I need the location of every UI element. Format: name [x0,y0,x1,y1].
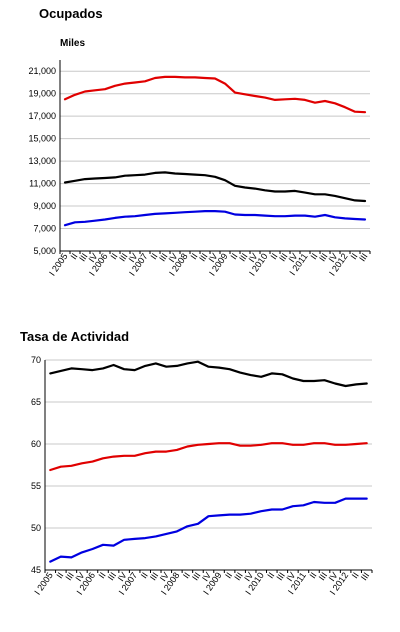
chart1-y-tick-label: 13,000 [28,156,56,166]
chart1-title: Ocupados [39,6,103,21]
chart2-title: Tasa de Actividad [20,329,130,344]
chart2-x-tick-label: II [223,570,234,580]
chart2-x-tick-label: II [265,570,276,580]
chart2-x-tick-label: III [232,570,245,582]
chart1-x-tick-label: III [77,251,90,263]
chart1-unit-label: Miles [60,38,86,49]
chart2-y-tick-label: 60 [31,439,41,449]
chart1-y-tick-label: 5,000 [33,246,56,256]
chart1-x-tick-label: II [189,251,200,261]
chart2-x-tick-label: II [97,570,108,580]
chart2-x-tick-label: II [54,570,65,580]
chart2-x-tick-label: III [190,570,203,582]
chart1-x-tick-label: II [269,251,280,261]
chart2-series-line-2 [49,442,368,472]
chart1-series-line-3 [63,210,367,227]
chart2-x-tick-label: III [148,570,161,582]
chart1-y-tick-label: 11,000 [29,179,56,189]
chart2-series-line-1 [49,360,368,388]
chart1-y-tick-label: 15,000 [28,134,56,144]
chart1-x-tick-label: III [357,251,370,263]
chart1-y-tick-label: 9,000 [33,201,56,211]
chart2-x-tick-label: III [64,570,77,582]
chart2-x-tick-label: II [308,570,319,580]
chart1-y-tick-label: 19,000 [28,89,56,99]
chart1-x-tick-label: III [157,251,170,263]
chart1-x-tick-label: II [109,251,120,261]
chart1-x-tick-label: II [149,251,160,261]
chart2-y-tick-label: 55 [31,481,41,491]
chart1-series-line-1 [63,75,367,114]
chart2-y-tick-label: 65 [31,397,41,407]
chart2-x-tick-label: III [317,570,330,582]
chart2-x-tick-label: III [359,570,372,582]
chart2-series-line-3 [49,497,368,563]
chart1-x-tick-label: II [309,251,320,261]
chart2-y-tick-label: 45 [31,565,41,575]
chart1-y-tick-label: 7,000 [33,224,56,234]
chart1-x-tick-label: II [349,251,360,261]
chart1-y-tick-label: 17,000 [28,111,56,121]
chart1-x-tick-label: II [229,251,240,261]
chart2-y-tick-label: 70 [31,355,41,365]
chart2-x-tick-label: III [274,570,287,582]
chart1-x-tick-label: III [277,251,290,263]
chart2-x-tick-label: II [181,570,192,580]
chart2-x-tick-label: III [106,570,119,582]
chart1-y-tick-label: 21,000 [28,66,56,76]
chart1-x-tick-label: III [237,251,250,263]
chart1-x-tick-label: III [117,251,130,263]
chart1-x-tick-label: II [69,251,80,261]
chart1-series-line-2 [63,171,367,203]
chart1-x-tick-label: III [317,251,330,263]
chart2-x-tick-label: II [139,570,150,580]
chart2-x-tick-label: II [350,570,361,580]
chart1-x-tick-label: III [197,251,210,263]
chart2-y-tick-label: 50 [31,523,41,533]
